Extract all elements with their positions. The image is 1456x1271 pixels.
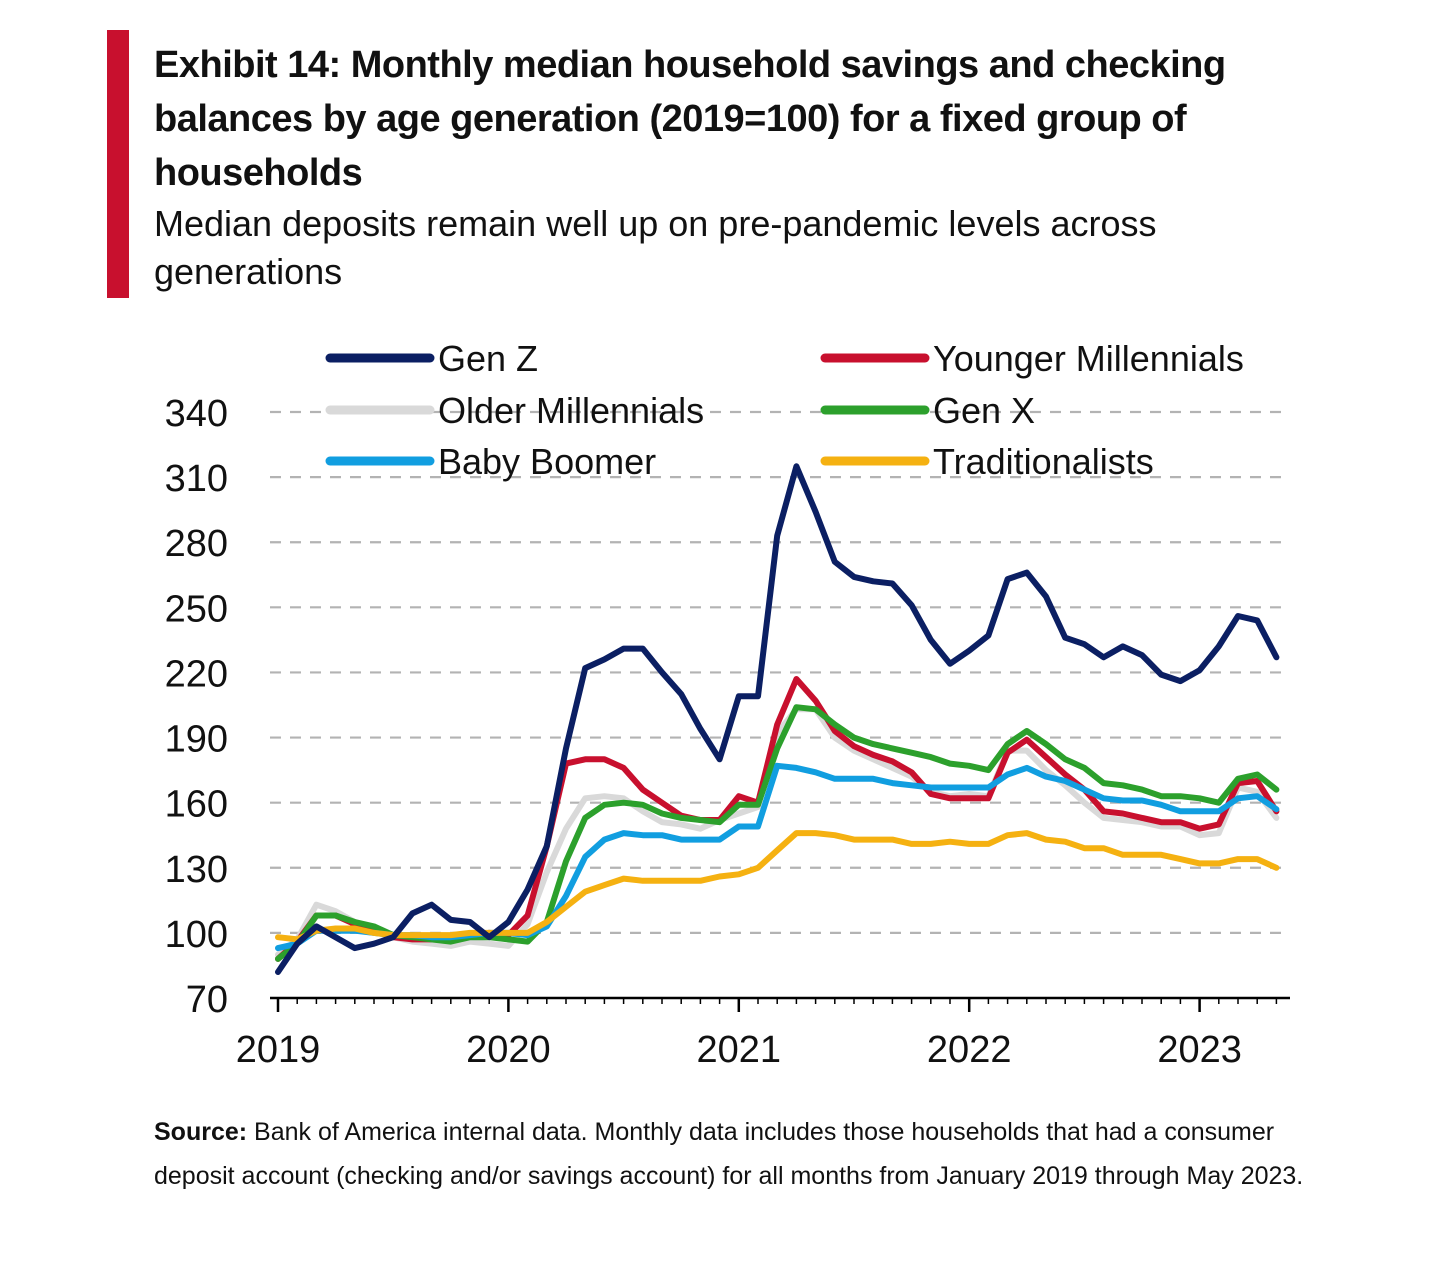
legend-label-gen-x: Gen X [933, 390, 1035, 431]
y-tick-label: 160 [165, 784, 228, 826]
y-tick-label: 70 [186, 979, 228, 1021]
series-line-traditionalists [275, 830, 1280, 943]
y-tick-label: 220 [165, 653, 228, 695]
legend-label-gen-z: Gen Z [438, 338, 538, 379]
series-line-gen-x [275, 704, 1280, 962]
y-tick-label: 340 [165, 393, 228, 435]
x-tick-label: 2022 [927, 1029, 1012, 1071]
legend-label-older-millennials: Older Millennials [438, 390, 704, 431]
accent-bar [107, 30, 129, 298]
y-tick-label: 280 [165, 523, 228, 565]
legend-label-traditionalists: Traditionalists [933, 441, 1154, 482]
series-line-gen-z [275, 463, 1280, 975]
chart-title: Exhibit 14: Monthly median household sav… [154, 44, 1226, 194]
x-tick-label: 2021 [697, 1029, 782, 1071]
x-tick-label: 2020 [466, 1029, 551, 1071]
source-text: Bank of America internal data. Monthly d… [154, 1118, 1304, 1190]
chart-subtitle: Median deposits remain well up on pre-pa… [154, 203, 1157, 292]
x-tick-label: 2019 [236, 1029, 321, 1071]
source-note: Source: Bank of America internal data. M… [154, 1110, 1354, 1198]
y-tick-label: 310 [165, 458, 228, 500]
x-tick-label: 2023 [1157, 1029, 1242, 1071]
y-tick-label: 190 [165, 719, 228, 761]
y-tick-label: 100 [165, 914, 228, 956]
legend-label-baby-boomer: Baby Boomer [438, 441, 656, 482]
y-tick-label: 250 [165, 588, 228, 630]
line-chart: 70 100 130 160 190 220 250 280 310 340 2019 2020 202… [165, 338, 1290, 1071]
source-label: Source: [154, 1118, 248, 1146]
y-tick-label: 130 [165, 849, 228, 891]
legend-label-younger-millennials: Younger Millennials [933, 338, 1244, 379]
